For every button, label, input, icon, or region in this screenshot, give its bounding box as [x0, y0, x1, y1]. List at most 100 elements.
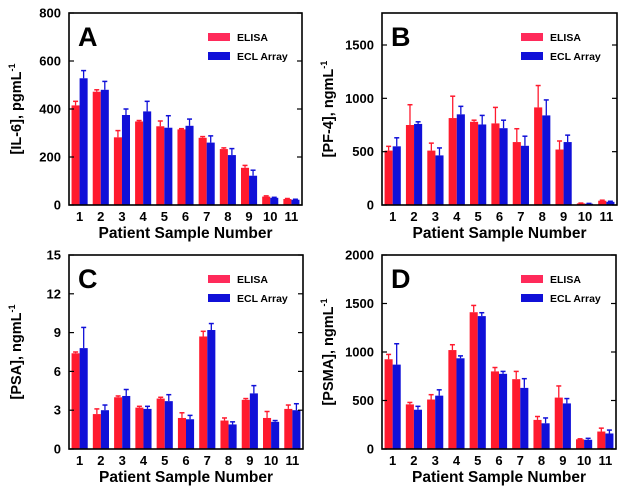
x-tick-label: 11: [598, 453, 612, 468]
legend-label: ELISA: [237, 274, 268, 286]
bar-elisa-2: [405, 125, 415, 205]
bar-ecl-6: [186, 419, 195, 449]
bar-ecl-8: [542, 115, 551, 205]
x-axis-label: Patient Sample Number: [99, 225, 273, 242]
bar-ecl-7: [520, 145, 529, 205]
y-axis-label-text: [IL-6], pgmL: [9, 71, 25, 154]
bar-elisa-4: [448, 350, 457, 449]
y-axis-label: [PF-4], ngmL-1: [319, 61, 337, 158]
panel-letter: D: [391, 264, 411, 294]
x-tick-label: 8: [225, 453, 232, 468]
bar-elisa-7: [512, 379, 521, 449]
legend-swatch-ecl: [521, 52, 543, 60]
x-tick-label: 7: [517, 453, 524, 468]
bar-ecl-2: [100, 89, 109, 205]
x-tick-label: 6: [182, 209, 189, 224]
bar-elisa-7: [199, 336, 208, 449]
bar-ecl-2: [414, 123, 423, 205]
x-tick-label: 8: [539, 209, 546, 224]
x-tick-label: 9: [560, 209, 567, 224]
x-tick-label: 4: [140, 453, 148, 468]
bar-elisa-6: [490, 371, 499, 449]
bar-elisa-3: [427, 399, 436, 449]
bar-elisa-5: [469, 312, 478, 449]
bar-elisa-8: [534, 107, 543, 205]
x-tick-label: 10: [264, 453, 278, 468]
x-tick-label: 3: [432, 209, 439, 224]
bar-ecl-9: [249, 393, 258, 449]
bar-ecl-6: [185, 125, 194, 205]
bar-elisa-1: [71, 353, 80, 449]
x-tick-label: 1: [389, 453, 396, 468]
y-tick-label: 6: [54, 364, 61, 379]
x-tick-label: 8: [538, 453, 545, 468]
y-tick-label: 0: [54, 198, 61, 213]
y-tick-label: 500: [352, 144, 374, 159]
y-axis-label-superscript: -1: [319, 61, 329, 69]
y-axis-label-superscript: -1: [319, 298, 329, 306]
bar-ecl-3: [435, 395, 444, 449]
x-axis-label: Patient Sample Number: [99, 469, 273, 486]
y-axis-label: [IL-6], pgmL-1: [7, 64, 25, 155]
bar-ecl-5: [164, 127, 173, 205]
bar-elisa-11: [598, 200, 607, 205]
bar-ecl-9: [562, 403, 571, 449]
legend-label: ELISA: [550, 274, 581, 286]
bar-ecl-5: [478, 124, 487, 205]
y-axis-label-text: [PSMA], ngmL: [321, 306, 337, 405]
legend-swatch-ecl: [521, 294, 543, 302]
x-tick-label: 5: [161, 453, 168, 468]
bar-ecl-10: [270, 197, 279, 205]
bar-ecl-3: [122, 395, 131, 449]
y-axis-label-text: [PSA], ngmL: [9, 312, 25, 399]
legend-label: ELISA: [237, 32, 268, 44]
bar-ecl-8: [541, 423, 550, 449]
x-tick-label: 2: [410, 209, 417, 224]
bar-elisa-7: [198, 137, 207, 205]
bar-elisa-8: [220, 420, 229, 449]
x-tick-label: 2: [410, 453, 417, 468]
legend-swatch-elisa: [208, 33, 230, 41]
y-tick-label: 800: [39, 6, 61, 21]
y-tick-label: 0: [54, 442, 61, 457]
y-tick-label: 1000: [345, 345, 374, 360]
bar-elisa-9: [241, 399, 250, 449]
bar-elisa-1: [384, 150, 393, 205]
bar-ecl-8: [228, 424, 237, 449]
bar-ecl-11: [606, 201, 615, 205]
x-axis-label: Patient Sample Number: [413, 225, 587, 242]
bar-elisa-2: [92, 91, 101, 205]
x-axis-label: Patient Sample Number: [412, 469, 586, 486]
legend-label: ECL Array: [550, 293, 601, 305]
bar-elisa-2: [405, 404, 414, 449]
legend-swatch-elisa: [208, 275, 230, 283]
bar-ecl-4: [143, 408, 152, 449]
bar-elisa-5: [156, 126, 165, 205]
x-tick-label: 5: [474, 453, 481, 468]
bar-elisa-11: [284, 408, 293, 449]
y-axis-label-text: [PF-4], ngmL: [321, 69, 337, 158]
bar-ecl-6: [499, 128, 508, 205]
bar-elisa-8: [533, 419, 542, 449]
x-tick-label: 8: [224, 209, 231, 224]
bar-elisa-6: [491, 123, 500, 205]
y-tick-label: 600: [39, 54, 61, 69]
bar-ecl-6: [499, 373, 508, 449]
bar-elisa-4: [135, 407, 144, 449]
bar-ecl-1: [79, 78, 88, 205]
plot-frame: [68, 254, 304, 450]
y-axis-label-superscript: -1: [7, 304, 17, 312]
x-tick-label: 11: [599, 209, 613, 224]
x-tick-label: 3: [432, 453, 439, 468]
y-axis-label: [PSA], ngmL-1: [7, 304, 25, 399]
bar-ecl-1: [392, 146, 401, 205]
bar-elisa-2: [92, 414, 101, 449]
bar-ecl-10: [271, 421, 280, 449]
bar-ecl-7: [520, 387, 529, 449]
bar-ecl-10: [584, 439, 593, 449]
x-tick-label: 7: [203, 209, 210, 224]
bar-ecl-4: [143, 111, 152, 205]
x-tick-label: 10: [577, 453, 591, 468]
